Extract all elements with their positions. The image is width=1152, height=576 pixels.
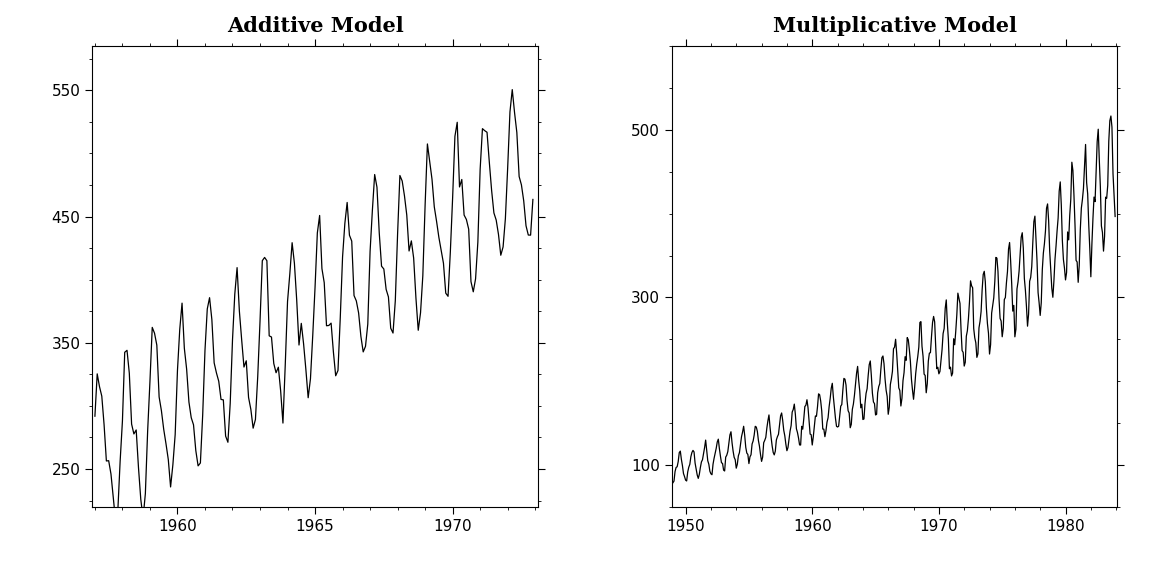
Title: Additive Model: Additive Model <box>227 16 403 36</box>
Title: Multiplicative Model: Multiplicative Model <box>773 16 1016 36</box>
